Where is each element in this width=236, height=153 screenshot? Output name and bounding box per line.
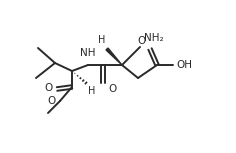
- Text: O: O: [138, 36, 146, 46]
- Text: NH: NH: [80, 48, 96, 58]
- Text: H: H: [98, 35, 105, 45]
- Polygon shape: [106, 48, 122, 65]
- Text: H: H: [88, 86, 95, 96]
- Text: O: O: [45, 83, 53, 93]
- Text: O: O: [48, 96, 56, 106]
- Text: O: O: [108, 84, 116, 94]
- Text: NH₂: NH₂: [144, 33, 164, 43]
- Text: OH: OH: [176, 60, 192, 70]
